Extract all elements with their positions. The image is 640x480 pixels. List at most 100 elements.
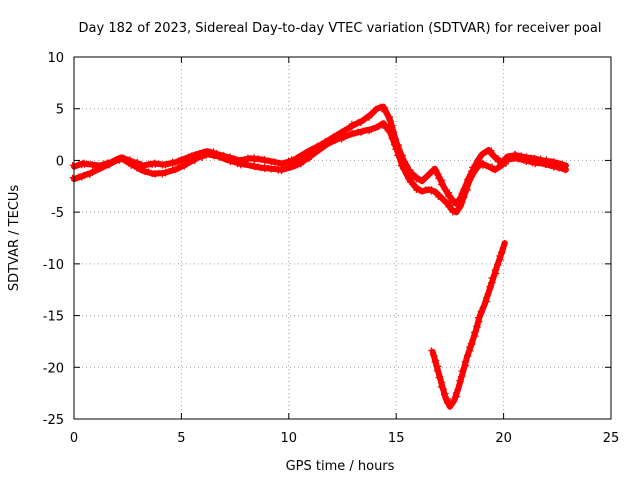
- data-point: [101, 161, 108, 168]
- data-point: [461, 185, 468, 192]
- data-point: [454, 386, 461, 393]
- data-point: [493, 266, 500, 273]
- data-point: [460, 186, 467, 193]
- data-point: [360, 117, 367, 124]
- tick-layer: 0 5 10 15 20 25 -25 -20 -15 -10 -5 0 5 10: [43, 51, 620, 446]
- data-point: [488, 166, 495, 173]
- data-point: [340, 134, 347, 141]
- data-point: [371, 125, 378, 132]
- data-point: [282, 159, 289, 166]
- data-point: [435, 193, 442, 200]
- data-point: [467, 347, 474, 354]
- data-point: [422, 187, 429, 194]
- data-point: [271, 158, 278, 165]
- data-point: [138, 161, 145, 168]
- data-point: [166, 168, 173, 175]
- data-point: [152, 161, 159, 168]
- data-point: [244, 154, 251, 161]
- data-point: [81, 161, 88, 168]
- data-point: [524, 155, 531, 162]
- data-point: [182, 155, 189, 162]
- data-point: [69, 162, 76, 169]
- data-point: [454, 393, 461, 400]
- data-point: [348, 129, 355, 136]
- data-point: [445, 396, 452, 403]
- data-point: [162, 170, 169, 177]
- data-point: [126, 156, 133, 163]
- data-point: [464, 176, 471, 183]
- data-point: [374, 105, 381, 112]
- data-point: [450, 398, 457, 405]
- data-point: [431, 189, 438, 196]
- series-track-c: [428, 240, 508, 411]
- data-point: [431, 358, 438, 365]
- data-point: [467, 340, 474, 347]
- data-point: [191, 153, 198, 160]
- series-layer: [69, 103, 569, 411]
- data-point: [433, 167, 440, 174]
- data-point: [308, 147, 315, 154]
- data-point: [457, 195, 464, 202]
- data-point: [446, 404, 453, 411]
- data-point: [88, 170, 95, 177]
- data-point: [416, 187, 423, 194]
- data-point: [113, 155, 120, 162]
- data-point: [459, 372, 466, 379]
- data-point: [69, 174, 76, 181]
- data-point: [319, 140, 326, 147]
- data-point: [437, 375, 444, 382]
- data-point: [368, 127, 375, 134]
- data-point: [271, 165, 278, 172]
- data-point: [435, 363, 442, 370]
- data-point: [477, 308, 484, 315]
- data-point: [383, 109, 390, 116]
- data-point: [479, 151, 486, 158]
- data-point: [251, 164, 258, 171]
- data-point: [237, 158, 244, 165]
- data-point: [196, 149, 203, 156]
- data-point: [166, 160, 173, 167]
- data-point: [465, 180, 472, 187]
- data-point: [532, 161, 539, 168]
- data-point: [75, 161, 82, 168]
- data-point: [497, 249, 504, 256]
- data-point: [247, 155, 254, 162]
- data-point: [351, 121, 358, 128]
- data-point: [486, 283, 493, 290]
- data-point: [332, 133, 339, 140]
- data-point: [80, 173, 87, 180]
- data-point: [402, 158, 409, 165]
- data-point: [169, 158, 176, 165]
- data-point: [89, 163, 96, 170]
- data-point: [110, 158, 117, 165]
- data-point: [231, 155, 238, 162]
- x-tick-label: 0: [70, 431, 78, 446]
- data-point: [340, 128, 347, 135]
- data-point: [479, 304, 486, 311]
- data-point: [442, 199, 449, 206]
- data-point: [261, 158, 268, 165]
- data-point: [494, 164, 501, 171]
- data-point: [496, 252, 503, 259]
- data-point: [468, 168, 475, 175]
- data-point: [409, 179, 416, 186]
- data-point: [562, 162, 569, 169]
- data-point: [464, 352, 471, 359]
- data-point: [291, 156, 298, 163]
- data-point: [453, 209, 460, 216]
- data-point: [497, 256, 504, 263]
- data-point: [241, 161, 248, 168]
- data-point: [83, 170, 90, 177]
- data-point: [363, 126, 370, 133]
- data-point: [440, 386, 447, 393]
- data-point: [466, 344, 473, 351]
- data-point: [439, 181, 446, 188]
- data-point: [490, 151, 497, 158]
- data-point: [162, 162, 169, 169]
- data-point: [515, 153, 522, 160]
- data-point: [387, 113, 394, 120]
- data-point: [268, 159, 275, 166]
- data-point: [460, 367, 467, 374]
- data-point: [480, 303, 487, 310]
